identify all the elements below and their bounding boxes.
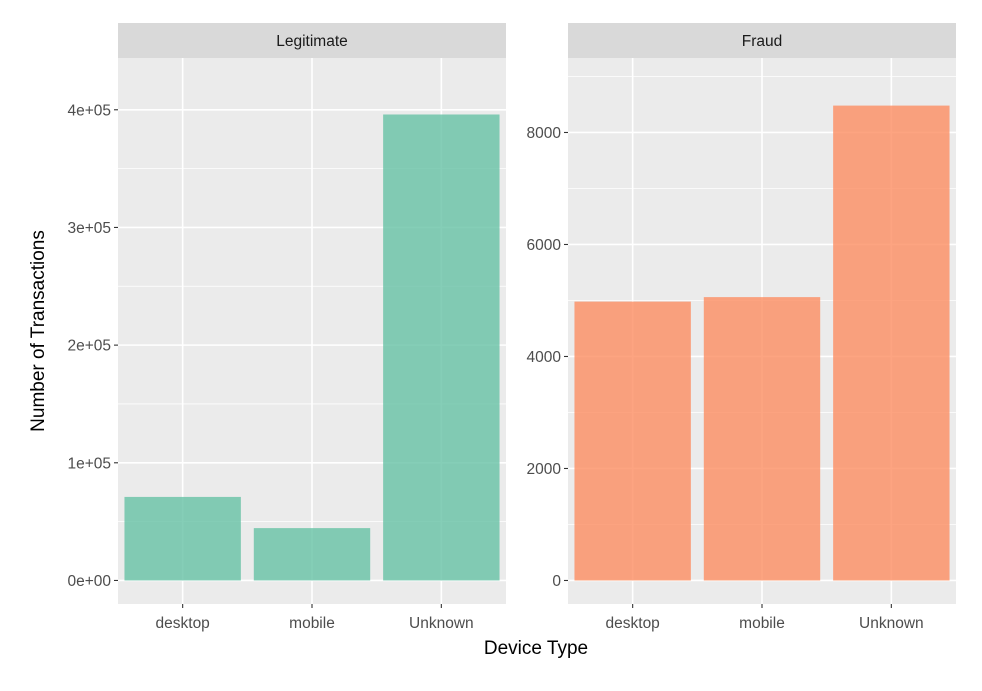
y-tick-label: 4000 <box>527 349 562 366</box>
bar-fraud-mobile <box>703 297 821 581</box>
bar-legitimate-mobile <box>253 528 371 581</box>
y-tick-label: 0e+00 <box>67 573 111 590</box>
y-axis-title: Number of Transactions <box>28 230 49 432</box>
facet-title: Fraud <box>742 33 783 50</box>
bar-legitimate-unknown <box>383 114 500 581</box>
x-tick-label: mobile <box>739 615 785 632</box>
y-tick-label: 0 <box>552 573 561 590</box>
x-axis-title: Device Type <box>484 638 588 659</box>
x-tick-label: mobile <box>289 615 335 632</box>
bar-fraud-desktop <box>574 301 691 581</box>
y-tick-label: 8000 <box>527 125 562 142</box>
bar-legitimate-desktop <box>124 496 241 581</box>
x-tick-label: desktop <box>606 615 660 632</box>
x-tick-label: Unknown <box>409 615 474 632</box>
facet-strip <box>118 23 506 58</box>
facet-strip <box>568 23 956 58</box>
bar-fraud-unknown <box>833 105 950 581</box>
x-tick-label: Unknown <box>859 615 924 632</box>
y-tick-label: 2e+05 <box>67 338 111 355</box>
y-tick-label: 6000 <box>527 237 562 254</box>
y-tick-label: 1e+05 <box>67 455 111 472</box>
x-tick-label: desktop <box>156 615 210 632</box>
y-tick-label: 4e+05 <box>67 102 111 119</box>
facet-title: Legitimate <box>276 33 348 50</box>
y-tick-label: 2000 <box>527 461 562 478</box>
y-tick-label: 3e+05 <box>67 220 111 237</box>
